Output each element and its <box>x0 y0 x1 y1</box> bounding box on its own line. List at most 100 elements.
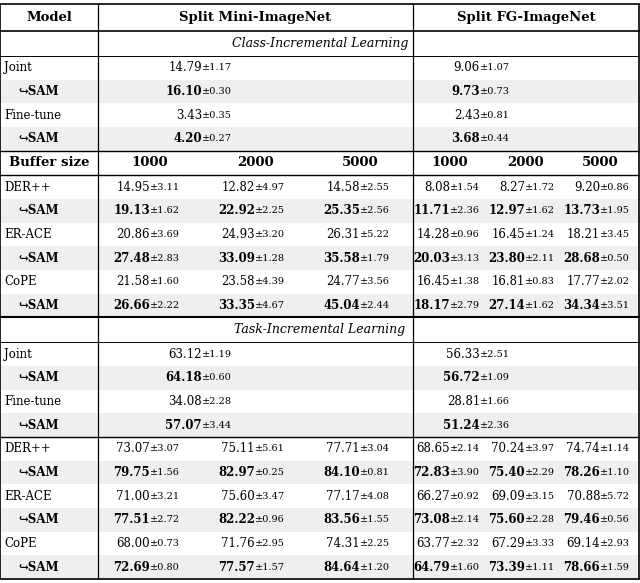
Text: ±1.56: ±1.56 <box>150 468 180 477</box>
Text: 74.31: 74.31 <box>326 537 360 550</box>
Text: ±2.02: ±2.02 <box>600 278 630 286</box>
Text: ER-ACE: ER-ACE <box>4 228 52 241</box>
Bar <box>0 461 640 484</box>
Text: 12.82: 12.82 <box>221 181 255 194</box>
Text: 8.08: 8.08 <box>424 181 450 194</box>
Text: 27.48: 27.48 <box>113 252 150 265</box>
Text: ↪SAM: ↪SAM <box>18 561 58 574</box>
Text: 56.72: 56.72 <box>444 371 480 384</box>
Text: 51.24: 51.24 <box>444 419 480 431</box>
Text: ±2.55: ±2.55 <box>360 182 390 192</box>
Text: 75.11: 75.11 <box>221 442 255 455</box>
Text: DER++: DER++ <box>4 181 51 194</box>
Text: 4.20: 4.20 <box>173 132 202 145</box>
Text: ±3.44: ±3.44 <box>202 420 232 430</box>
Text: Model: Model <box>26 11 72 24</box>
Text: 70.88: 70.88 <box>566 490 600 503</box>
Text: ±1.72: ±1.72 <box>525 182 555 192</box>
Text: 82.97: 82.97 <box>218 466 255 479</box>
Text: ±0.73: ±0.73 <box>150 539 180 548</box>
Text: CoPE: CoPE <box>4 537 36 550</box>
Text: 17.77: 17.77 <box>566 275 600 289</box>
Text: 13.73: 13.73 <box>563 205 600 217</box>
Text: ±0.73: ±0.73 <box>480 87 510 96</box>
Text: 9.06: 9.06 <box>454 61 480 74</box>
Text: ±3.15: ±3.15 <box>525 491 555 501</box>
Text: ER-ACE: ER-ACE <box>4 490 52 503</box>
Text: 33.35: 33.35 <box>218 299 255 312</box>
Text: ±5.22: ±5.22 <box>360 230 390 239</box>
Text: 68.65: 68.65 <box>417 442 450 455</box>
Text: ±1.62: ±1.62 <box>525 206 555 215</box>
Text: ↪SAM: ↪SAM <box>18 299 58 312</box>
Text: ±2.56: ±2.56 <box>360 206 390 215</box>
Text: ±3.13: ±3.13 <box>450 254 480 263</box>
Text: ±3.45: ±3.45 <box>600 230 630 239</box>
Text: ±0.27: ±0.27 <box>202 134 232 143</box>
Text: 69.14: 69.14 <box>566 537 600 550</box>
Text: ±1.20: ±1.20 <box>360 563 390 572</box>
Bar <box>0 127 640 150</box>
Bar <box>0 294 640 317</box>
Text: 35.58: 35.58 <box>323 252 360 265</box>
Text: ±2.83: ±2.83 <box>150 254 180 263</box>
Text: ±3.90: ±3.90 <box>450 468 480 477</box>
Text: ±1.95: ±1.95 <box>600 206 630 215</box>
Text: 2000: 2000 <box>507 156 543 170</box>
Text: 16.45: 16.45 <box>492 228 525 241</box>
Text: CoPE: CoPE <box>4 275 36 289</box>
Text: ±0.83: ±0.83 <box>525 278 555 286</box>
Text: ±4.67: ±4.67 <box>255 301 285 310</box>
Text: 23.80: 23.80 <box>488 252 525 265</box>
Bar <box>0 413 640 437</box>
Text: 84.64: 84.64 <box>323 561 360 574</box>
Text: ±1.60: ±1.60 <box>450 563 480 572</box>
Text: ±3.47: ±3.47 <box>255 491 285 501</box>
Text: 18.21: 18.21 <box>567 228 600 241</box>
Text: 77.17: 77.17 <box>326 490 360 503</box>
Text: 5000: 5000 <box>342 156 378 170</box>
Text: ±0.96: ±0.96 <box>450 230 480 239</box>
Text: Buffer size: Buffer size <box>9 156 89 170</box>
Text: 28.68: 28.68 <box>563 252 600 265</box>
Text: ±1.57: ±1.57 <box>255 563 285 572</box>
Text: ±5.72: ±5.72 <box>600 491 630 501</box>
Text: 34.08: 34.08 <box>168 395 202 408</box>
Text: 72.83: 72.83 <box>413 466 450 479</box>
Text: ±2.36: ±2.36 <box>450 206 480 215</box>
Text: ±2.25: ±2.25 <box>360 539 390 548</box>
Text: ±1.07: ±1.07 <box>480 63 510 72</box>
Text: 27.14: 27.14 <box>488 299 525 312</box>
Text: ↪SAM: ↪SAM <box>18 132 58 145</box>
Text: 63.77: 63.77 <box>416 537 450 550</box>
Text: ±3.07: ±3.07 <box>150 444 180 453</box>
Text: ±2.36: ±2.36 <box>480 420 510 430</box>
Text: 1000: 1000 <box>432 156 468 170</box>
Text: ±2.14: ±2.14 <box>450 515 480 524</box>
Text: Fine-tune: Fine-tune <box>4 395 61 408</box>
Text: 11.71: 11.71 <box>413 205 450 217</box>
Text: 2000: 2000 <box>237 156 273 170</box>
Text: 75.60: 75.60 <box>488 513 525 526</box>
Text: ±1.62: ±1.62 <box>150 206 180 215</box>
Text: 75.60: 75.60 <box>221 490 255 503</box>
Text: 28.81: 28.81 <box>447 395 480 408</box>
Text: 14.79: 14.79 <box>168 61 202 74</box>
Text: 16.81: 16.81 <box>492 275 525 289</box>
Text: ±1.10: ±1.10 <box>600 468 630 477</box>
Text: ↪SAM: ↪SAM <box>18 513 58 526</box>
Text: Joint: Joint <box>4 347 32 360</box>
Text: 3.43: 3.43 <box>176 108 202 121</box>
Text: 20.03: 20.03 <box>413 252 450 265</box>
Text: ±0.50: ±0.50 <box>600 254 630 263</box>
Text: ±4.39: ±4.39 <box>255 278 285 286</box>
Bar <box>0 508 640 532</box>
Text: ±2.29: ±2.29 <box>525 468 555 477</box>
Text: ±2.72: ±2.72 <box>150 515 180 524</box>
Text: 33.09: 33.09 <box>218 252 255 265</box>
Text: 64.79: 64.79 <box>413 561 450 574</box>
Text: ±2.14: ±2.14 <box>450 444 480 453</box>
Text: 75.40: 75.40 <box>488 466 525 479</box>
Text: ±1.24: ±1.24 <box>525 230 555 239</box>
Text: 3.68: 3.68 <box>451 132 480 145</box>
